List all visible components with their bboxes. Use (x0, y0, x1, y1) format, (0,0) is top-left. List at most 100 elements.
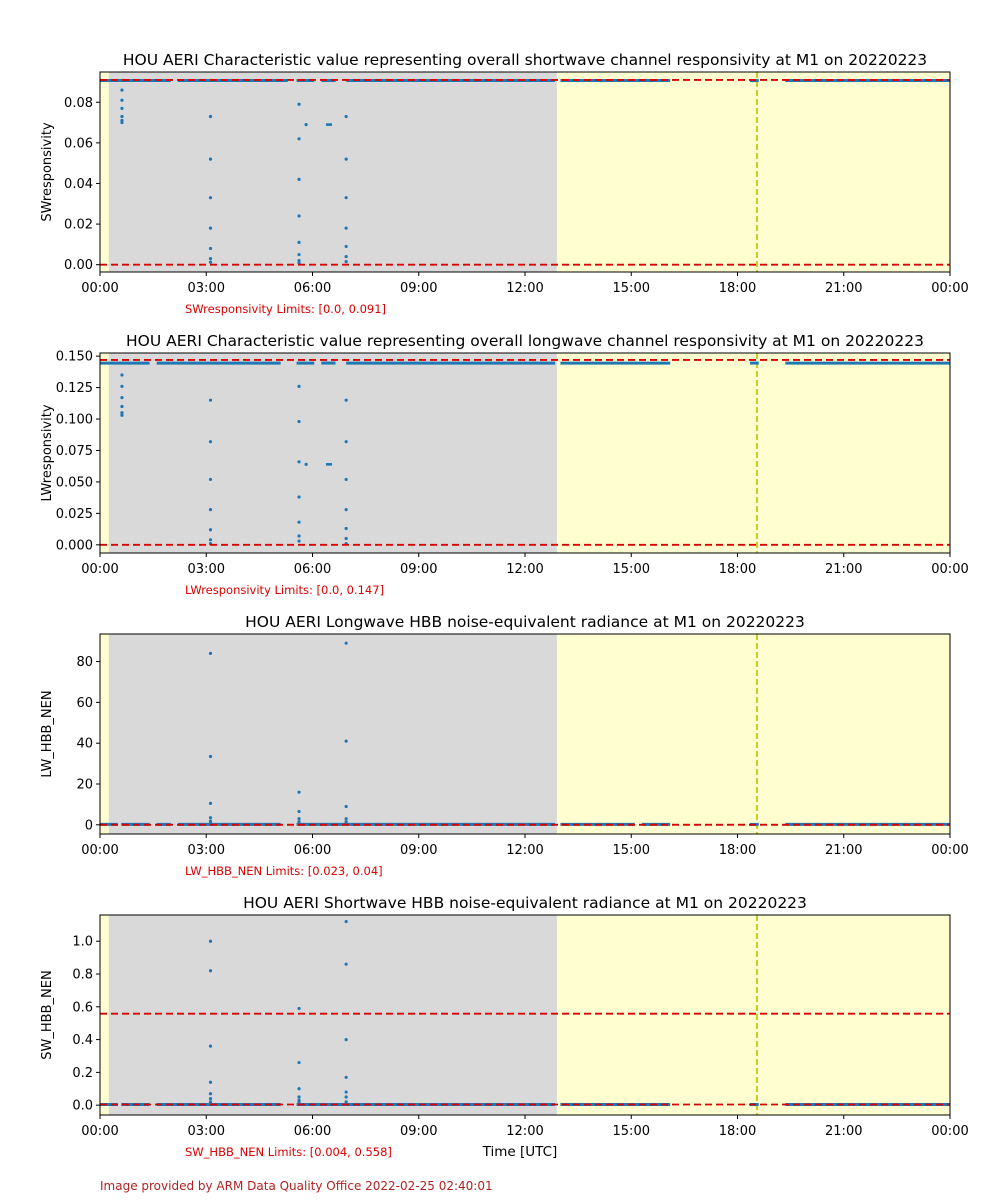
y-tick-label: 0.000 (56, 538, 93, 553)
panel-1: 0.00 0.02 0.04 0.06 0.08 00:00 03:00 06:00 09:00… (40, 51, 969, 316)
y-tick-label: 0.06 (64, 136, 93, 151)
y-tick-label: 0.025 (56, 507, 93, 522)
x-tick-label: 12:00 (506, 281, 543, 296)
data-point (208, 440, 213, 444)
x-tick-label: 03:00 (188, 281, 225, 296)
x-tick-label: 03:00 (188, 1124, 225, 1139)
data-point (344, 1090, 348, 1094)
y-axis-label: SW_HBB_NEN (40, 970, 55, 1059)
data-point (344, 1075, 348, 1079)
x-tick-label: 12:00 (506, 1124, 543, 1139)
x-tick-label: 06:00 (294, 562, 331, 577)
x-tick-label: 18:00 (719, 281, 756, 296)
y-tick-label: 40 (76, 737, 93, 752)
data-point (208, 528, 213, 532)
data-point (297, 495, 301, 499)
y-tick-label: 1.0 (72, 935, 93, 950)
y-tick-label: 0.050 (56, 475, 93, 490)
x-tick-label: 15:00 (613, 1124, 650, 1139)
data-point (344, 477, 348, 482)
data-point (120, 384, 124, 388)
y-tick-label: 0.100 (56, 413, 93, 428)
data-point (297, 419, 301, 424)
data-point (344, 804, 348, 809)
data-point (344, 114, 348, 119)
data-point (344, 254, 348, 259)
data-point (304, 122, 308, 127)
data-point (208, 1080, 213, 1084)
limits-annotation: LWresponsivity Limits: [0.0, 0.147] (185, 583, 384, 597)
limits-annotation: SWresponsivity Limits: [0.0, 0.091] (185, 302, 386, 316)
data-point (120, 373, 124, 377)
panel-3: 0 20 40 60 80 00:00 03:00 06:00 09:00 12:00 15:00 1… (40, 613, 969, 878)
x-tick-label: 12:00 (506, 843, 543, 858)
data-point (344, 817, 348, 821)
y-tick-label: 20 (76, 778, 93, 793)
footer-credit: Image provided by ARM Data Quality Offic… (100, 1179, 493, 1193)
day-shading (108, 915, 557, 1115)
x-tick-label: 06:00 (294, 843, 331, 858)
y-tick-label: 0.00 (64, 258, 93, 273)
y-tick-label: 0.125 (56, 381, 93, 396)
panel-title: HOU AERI Shortwave HBB noise-equivalent … (243, 894, 807, 912)
x-tick-label: 00:00 (931, 1124, 968, 1139)
y-axis-label: SWresponsivity (40, 122, 55, 222)
data-point (208, 398, 213, 402)
data-point (344, 196, 348, 200)
data-point (344, 1100, 348, 1104)
data-point (344, 1095, 348, 1099)
x-tick-label: 00:00 (81, 562, 118, 577)
y-tick-label: 80 (76, 655, 93, 670)
y-tick-label: 0 (85, 818, 93, 833)
y-tick-label: 0.8 (72, 968, 93, 983)
y-tick-label: 60 (76, 696, 93, 711)
x-tick-label: 21:00 (825, 1124, 862, 1139)
data-point (120, 396, 124, 400)
data-point (344, 526, 348, 531)
data-point (120, 114, 124, 119)
data-point (344, 440, 348, 444)
data-point (297, 460, 301, 464)
y-tick-label: 0.04 (64, 177, 93, 192)
x-tick-label: 15:00 (613, 843, 650, 858)
y-tick-label: 0.150 (56, 350, 93, 365)
y-tick-label: 0.6 (72, 1000, 93, 1015)
data-point (208, 801, 213, 805)
data-point (208, 816, 213, 820)
data-point (120, 88, 124, 92)
x-tick-label: 18:00 (719, 562, 756, 577)
data-point (297, 534, 301, 538)
y-axis-label: LWresponsivity (40, 404, 55, 501)
data-point (120, 120, 124, 125)
x-tick-label: 03:00 (188, 562, 225, 577)
data-point (208, 508, 213, 512)
data-point (208, 1100, 213, 1104)
x-tick-label: 15:00 (613, 562, 650, 577)
data-point (208, 754, 213, 759)
data-point (208, 260, 213, 264)
data-point (208, 1097, 213, 1101)
x-tick-label: 12:00 (506, 562, 543, 577)
x-tick-label: 09:00 (400, 1124, 437, 1139)
data-point (208, 821, 213, 825)
data-point (208, 196, 213, 200)
data-point (208, 1044, 213, 1048)
data-point (208, 256, 213, 261)
data-point (297, 817, 301, 821)
data-point (297, 137, 301, 141)
panel-title: HOU AERI Characteristic value representi… (123, 51, 927, 69)
panel-2: 0.000 0.025 0.050 0.075 0.100 0.125 0.150 00:00… (40, 332, 969, 597)
panel-title: HOU AERI Longwave HBB noise-equivalent r… (245, 613, 805, 631)
x-tick-label: 21:00 (825, 281, 862, 296)
data-point (304, 462, 308, 466)
data-point (344, 226, 348, 230)
x-tick-label: 00:00 (931, 843, 968, 858)
y-tick-label: 0.075 (56, 444, 93, 459)
data-point (297, 1006, 301, 1011)
data-point (344, 260, 348, 264)
data-point (297, 177, 301, 182)
data-point (208, 939, 213, 943)
data-point (344, 157, 348, 161)
x-tick-label: 09:00 (400, 281, 437, 296)
